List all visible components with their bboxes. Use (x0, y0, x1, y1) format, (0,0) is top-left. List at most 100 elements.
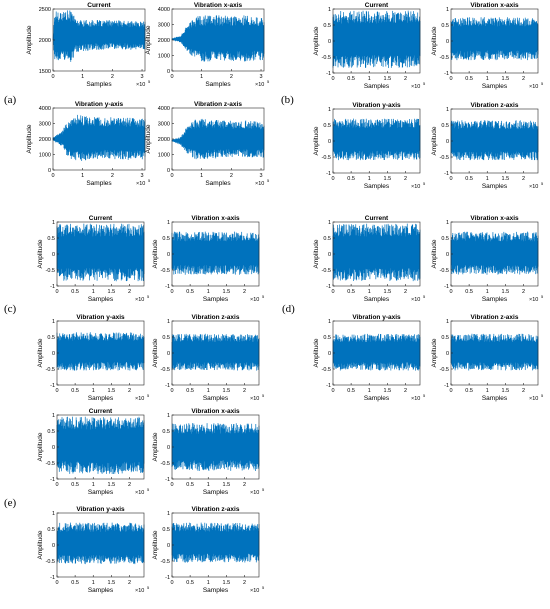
y-axis-label: Amplitude (313, 338, 320, 367)
x-exponent: ×10 (250, 297, 259, 303)
x-tick-label: 1.5 (108, 482, 116, 488)
chart-b-current: 0 0.5 1 1.5 2 -1 -0.5 0 0.5 1 Current Samples Amplit… (313, 2, 426, 90)
x-tick-label: 0.5 (186, 482, 194, 488)
y-tick-label: 1 (167, 220, 170, 226)
y-axis-label: Amplitude (313, 239, 320, 268)
signal-trace (332, 333, 421, 371)
x-tick-label: 1 (368, 388, 371, 394)
y-axis-label: Amplitude (152, 432, 159, 461)
x-exponent-power: 5 (267, 178, 270, 183)
x-axis-label: Samples (482, 183, 508, 190)
y-axis-label: Amplitude (152, 338, 159, 367)
x-tick-label: 2 (243, 388, 246, 394)
x-tick-label: 0.5 (186, 388, 194, 394)
y-tick-label: -1 (326, 383, 331, 389)
y-tick-label: 0.5 (162, 236, 170, 242)
y-tick-label: 0.5 (441, 236, 449, 242)
x-tick-label: 1 (207, 580, 210, 586)
y-tick-label: 1500 (39, 69, 51, 75)
y-tick-label: 0 (167, 543, 170, 549)
y-tick-label: -1 (50, 383, 55, 389)
y-tick-label: -0.5 (161, 268, 170, 274)
x-tick-label: 0.5 (347, 76, 355, 82)
signal-trace (450, 17, 539, 61)
chart-title: Vibration y-axis (76, 314, 125, 321)
y-tick-label: 3000 (158, 23, 170, 29)
y-tick-label: -1 (50, 477, 55, 483)
x-tick-label: 0.5 (347, 388, 355, 394)
y-axis-label: Amplitude (431, 26, 438, 55)
x-tick-label: 0 (170, 388, 173, 394)
y-tick-label: 1 (167, 319, 170, 325)
signal-trace (450, 231, 539, 275)
x-tick-label: 2 (404, 176, 407, 182)
y-tick-label: 1 (328, 319, 331, 325)
chart-title: Vibration x-axis (470, 2, 519, 9)
x-tick-label: 0 (449, 388, 452, 394)
y-tick-label: 1 (446, 107, 449, 113)
chart-c-vibx: 0 0.5 1 1.5 2 -1 -0.5 0 0.5 1 Vibration x-axis Samp… (152, 215, 265, 303)
x-tick-label: 2 (128, 289, 131, 295)
x-axis-label: Samples (364, 296, 390, 303)
x-tick-label: 2 (243, 580, 246, 586)
x-tick-label: 0.5 (186, 289, 194, 295)
y-tick-label: 1 (52, 319, 55, 325)
y-tick-label: -1 (444, 171, 449, 177)
x-exponent-power: 5 (148, 178, 151, 183)
y-tick-label: 1 (328, 7, 331, 13)
y-tick-label: 0.5 (441, 123, 449, 129)
y-tick-label: -0.5 (322, 55, 331, 61)
y-tick-label: -0.5 (440, 55, 449, 61)
x-tick-label: 1 (81, 74, 84, 80)
y-tick-label: -1 (326, 71, 331, 77)
x-tick-label: 1 (486, 388, 489, 394)
x-exponent: ×10 (135, 297, 144, 303)
y-tick-label: -1 (444, 383, 449, 389)
y-tick-label: -1 (165, 383, 170, 389)
x-exponent-power: 5 (267, 79, 270, 84)
x-tick-label: 1 (486, 289, 489, 295)
chart-c-current: 0 0.5 1 1.5 2 -1 -0.5 0 0.5 1 Current Samples Amplit… (37, 215, 150, 303)
x-exponent-power: 5 (541, 294, 544, 299)
chart-e-vibx: 0 0.5 1 1.5 2 -1 -0.5 0 0.5 1 Vibration x-axis Samp… (152, 408, 265, 496)
x-axis-label: Samples (88, 296, 114, 303)
x-tick-label: 0.5 (465, 388, 473, 394)
x-tick-label: 0.5 (347, 289, 355, 295)
y-tick-label: -1 (50, 575, 55, 581)
signal-trace (450, 333, 539, 371)
y-tick-label: 0.5 (441, 335, 449, 341)
y-axis-label: Amplitude (37, 530, 44, 559)
x-tick-label: 2 (128, 482, 131, 488)
signal-trace (171, 231, 260, 275)
y-tick-label: 1 (446, 220, 449, 226)
y-axis-label: Amplitude (145, 124, 152, 153)
x-exponent-power: 5 (147, 585, 150, 590)
x-tick-label: 2 (111, 173, 114, 179)
chart-d-vibz: 0 0.5 1 1.5 2 -1 -0.5 0 0.5 1 Vibration z-axis Samp… (431, 314, 544, 402)
y-tick-label: 0 (446, 139, 449, 145)
x-tick-label: 0 (51, 74, 54, 80)
x-exponent-power: 5 (541, 181, 544, 186)
signal-trace (56, 522, 145, 565)
y-tick-label: -1 (444, 284, 449, 290)
y-tick-label: 0 (52, 543, 55, 549)
chart-title: Vibration z-axis (471, 314, 519, 321)
y-tick-label: 1000 (39, 153, 51, 159)
y-tick-label: 0.5 (323, 236, 331, 242)
x-tick-label: 0 (55, 580, 58, 586)
y-tick-label: -1 (165, 575, 170, 581)
x-axis-label: Samples (203, 489, 229, 496)
y-tick-label: -0.5 (322, 268, 331, 274)
x-exponent-power: 5 (541, 81, 544, 86)
y-tick-label: 2500 (39, 7, 51, 13)
y-axis-label: Amplitude (313, 26, 320, 55)
chart-a-viby: 0 1 2 3 0 1000 2000 3000 4000 Vibration y-axis Sam… (26, 101, 151, 187)
y-tick-label: 0.5 (162, 429, 170, 435)
y-tick-label: 0 (52, 351, 55, 357)
y-tick-label: 0.5 (47, 527, 55, 533)
x-tick-label: 0 (449, 289, 452, 295)
panel-label-d: (d) (282, 303, 295, 315)
x-tick-label: 2 (243, 482, 246, 488)
chart-title: Current (365, 2, 389, 9)
y-tick-label: 0.5 (47, 335, 55, 341)
